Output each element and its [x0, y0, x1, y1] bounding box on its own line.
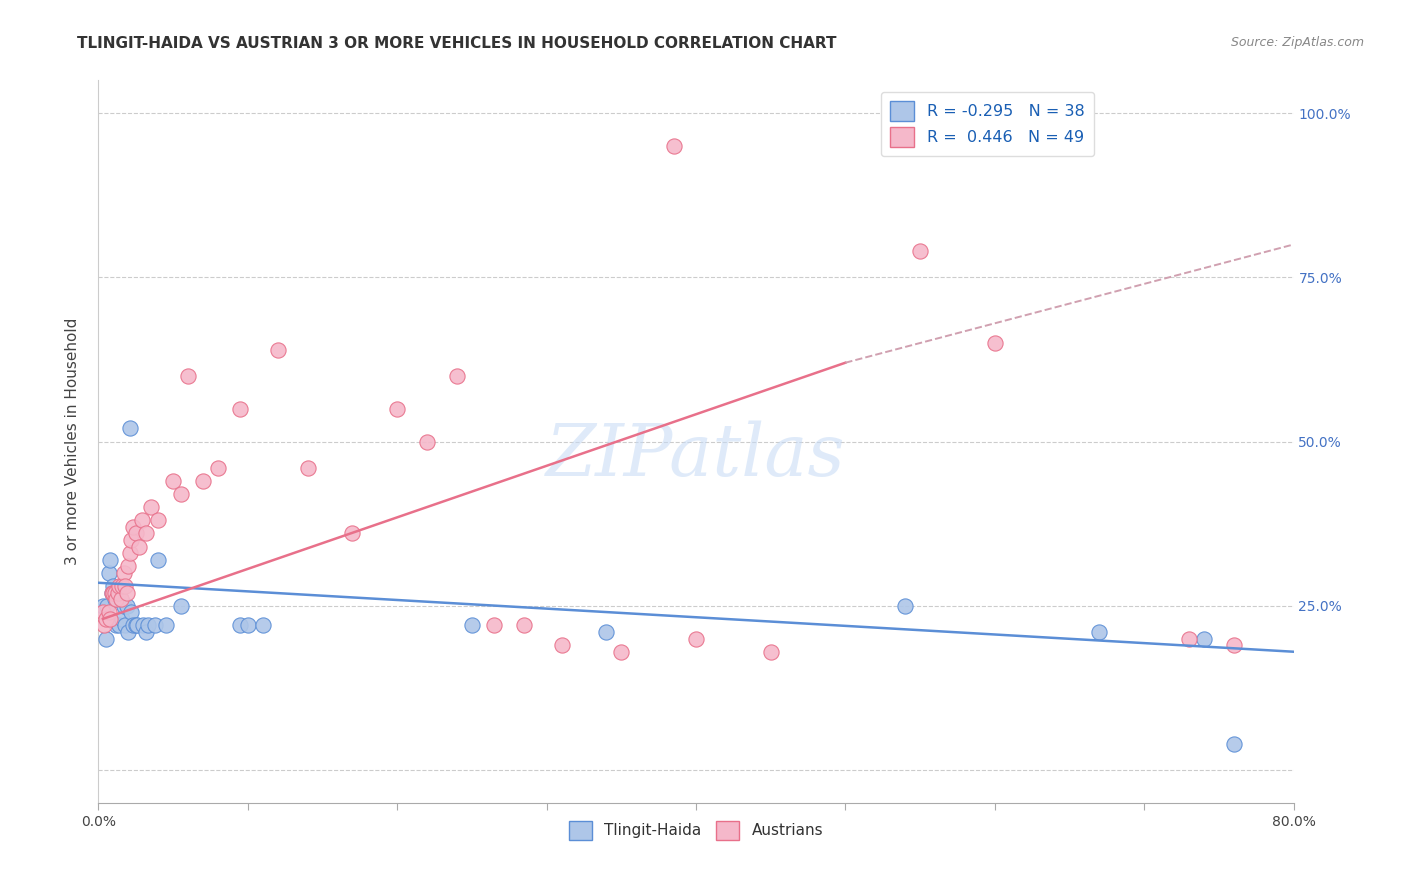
Point: [94, 632, 117, 646]
Point: [125, 526, 148, 541]
Point: [107, 585, 129, 599]
Point: [550, 638, 572, 652]
Point: [1088, 625, 1111, 640]
Point: [148, 513, 170, 527]
Point: [191, 474, 214, 488]
Point: [1223, 737, 1246, 751]
Point: [155, 618, 177, 632]
Point: [610, 645, 633, 659]
Point: [118, 546, 141, 560]
Point: [136, 618, 159, 632]
Point: [1223, 638, 1246, 652]
Point: [115, 585, 138, 599]
Point: [297, 460, 319, 475]
Point: [118, 421, 141, 435]
Point: [121, 520, 143, 534]
Point: [93, 618, 115, 632]
Point: [94, 612, 117, 626]
Point: [104, 592, 127, 607]
Point: [103, 579, 125, 593]
Legend: Tlingit-Haida, Austrians: Tlingit-Haida, Austrians: [562, 815, 830, 846]
Point: [169, 599, 191, 613]
Point: [91, 599, 114, 613]
Point: [385, 401, 409, 416]
Point: [446, 368, 468, 383]
Point: [107, 585, 129, 599]
Point: [685, 632, 707, 646]
Point: [108, 618, 131, 632]
Point: [229, 618, 252, 632]
Point: [120, 533, 142, 547]
Point: [139, 500, 162, 515]
Point: [143, 618, 166, 632]
Point: [662, 139, 685, 153]
Point: [135, 526, 157, 541]
Point: [91, 605, 114, 619]
Point: [110, 592, 132, 607]
Point: [759, 645, 782, 659]
Point: [111, 579, 134, 593]
Point: [416, 434, 439, 449]
Point: [131, 513, 153, 527]
Point: [267, 343, 290, 357]
Point: [252, 618, 274, 632]
Point: [117, 559, 139, 574]
Point: [101, 585, 124, 599]
Point: [114, 579, 136, 593]
Point: [132, 618, 155, 632]
Point: [120, 605, 142, 619]
Point: [169, 487, 191, 501]
Point: [105, 618, 128, 632]
Point: [513, 618, 536, 632]
Point: [103, 585, 125, 599]
Point: [98, 553, 122, 567]
Point: [162, 474, 184, 488]
Point: [117, 625, 139, 640]
Point: [207, 460, 229, 475]
Point: [595, 625, 617, 640]
Point: [1178, 632, 1201, 646]
Point: [110, 592, 132, 607]
Point: [115, 599, 138, 613]
Point: [121, 618, 143, 632]
Point: [114, 618, 136, 632]
Point: [127, 618, 149, 632]
Point: [108, 579, 131, 593]
Point: [128, 540, 150, 554]
Point: [484, 618, 506, 632]
Point: [461, 618, 484, 632]
Point: [177, 368, 200, 383]
Point: [229, 401, 252, 416]
Y-axis label: 3 or more Vehicles in Household: 3 or more Vehicles in Household: [65, 318, 80, 566]
Point: [97, 605, 120, 619]
Point: [148, 553, 170, 567]
Point: [112, 599, 135, 613]
Point: [97, 566, 120, 580]
Point: [111, 612, 134, 626]
Text: ZIPatlas: ZIPatlas: [546, 421, 846, 491]
Text: TLINGIT-HAIDA VS AUSTRIAN 3 OR MORE VEHICLES IN HOUSEHOLD CORRELATION CHART: TLINGIT-HAIDA VS AUSTRIAN 3 OR MORE VEHI…: [77, 36, 837, 51]
Point: [984, 336, 1007, 351]
Point: [342, 526, 364, 541]
Point: [112, 566, 135, 580]
Point: [101, 585, 124, 599]
Point: [908, 244, 931, 258]
Point: [236, 618, 259, 632]
Point: [1192, 632, 1215, 646]
Point: [894, 599, 917, 613]
Point: [104, 585, 127, 599]
Point: [98, 612, 122, 626]
Point: [125, 618, 148, 632]
Point: [96, 599, 118, 613]
Point: [135, 625, 157, 640]
Text: Source: ZipAtlas.com: Source: ZipAtlas.com: [1230, 36, 1364, 49]
Point: [105, 592, 128, 607]
